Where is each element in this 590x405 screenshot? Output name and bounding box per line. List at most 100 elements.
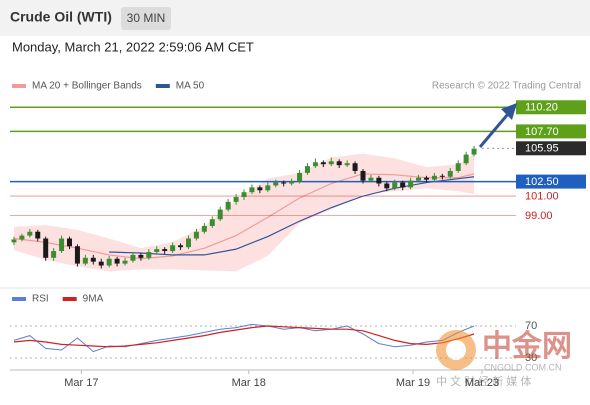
candle-body [273,182,279,186]
candle-body [185,238,191,248]
level-badge [516,141,586,156]
bollinger-band [13,153,475,272]
credit: Research © 2022 Trading Central [432,81,581,92]
candle-body [130,254,136,261]
candle-body [297,172,303,182]
candle-body [392,182,398,189]
candle-body [336,161,342,166]
candle-body [90,257,96,262]
candle-body [122,260,128,264]
legend-label: MA 50 [176,81,205,92]
candle-body [400,182,406,188]
legend-label: MA 20 + Bollinger Bands [32,81,142,92]
candle-body [233,197,239,202]
level-label: 101.00 [525,190,559,202]
candle-body [178,245,184,248]
candle-body [209,219,215,226]
candle-body [352,163,358,171]
candle-body [193,231,199,239]
candle-body [447,170,453,177]
candle-body [35,231,41,239]
level-label: 99.00 [525,210,553,222]
interval: 30 MIN [127,11,166,25]
candle-body [455,163,461,171]
candle-body [344,163,350,166]
rsi-line [13,323,475,353]
level-label: 105.95 [525,143,559,155]
candle-body [360,170,366,181]
candle-body [376,177,382,184]
candle-body [289,181,295,184]
candle-body [59,238,65,252]
watermark-tagline: 中 文 财 经 新 媒 体 [436,374,531,388]
rsi-legend-swatch [62,297,77,301]
candle-body [114,258,120,264]
candle-body [328,161,334,165]
rsi-legend-swatch [12,297,26,301]
candle-body [106,258,112,266]
candle-body [66,238,72,247]
ma50-line [109,176,475,256]
x-tick-label: Mar 19 [396,377,430,389]
ma20-line [13,173,475,260]
candle-body [51,251,57,258]
candle-body [304,166,310,173]
rsi-tick-label: 70 [525,320,537,332]
candle-body [201,225,207,232]
candle-body [225,201,231,210]
level-badge [516,174,586,189]
candle-body [408,180,414,188]
candle-body [11,239,17,243]
rsi-ma-line [13,325,475,348]
watermark: 中金网 CNGOLD.COM.CN 中 文 财 经 新 媒 体 [436,329,572,388]
candle-body [249,187,255,193]
candle-body [368,177,374,181]
candle-body [471,148,477,155]
candle-body [439,175,445,177]
legend-swatch [12,84,26,88]
candle-body [320,162,326,165]
level-label: 110.20 [525,102,558,114]
rsi-tick-label: 30 [525,352,537,364]
candle-body [19,235,25,240]
rsi-legend-label: 9MA [83,294,104,305]
x-tick-label: Mar 18 [232,377,266,389]
legend-swatch [155,84,170,88]
x-tick-label: Mar 17 [64,377,98,389]
forecast-arrow-head [501,103,517,120]
candle-body [98,261,104,266]
candle-body [154,249,160,253]
candle-body [146,252,152,258]
interval-badge [121,7,171,30]
watermark-logo-core [446,340,466,360]
candle-body [257,187,263,191]
candle-body [463,154,469,164]
candle-body [423,177,429,180]
candle-body [431,175,437,180]
candle-body [74,246,80,264]
watermark-site: CNGOLD.COM.CN [484,362,562,372]
candle-body [138,254,144,258]
candle-body [241,192,247,198]
level-label: 107.70 [525,126,559,138]
candle-body [170,245,176,252]
candle-body [384,183,390,189]
candle-body [162,249,168,252]
candle-body [281,182,287,184]
chart-title: Crude Oil (WTI) [10,9,112,25]
timestamp: Monday, March 21, 2022 2:59:06 AM CET [12,39,254,54]
header-bar [0,0,590,36]
candle-body [43,238,49,258]
rsi-legend-label: RSI [32,294,49,305]
candle-body [82,257,88,264]
candle-body [27,231,33,236]
candle-body [416,177,422,181]
forecast-arrow [478,113,510,148]
level-badge [516,124,586,139]
level-badge [516,100,586,115]
price-panel: 110.20 107.70 105.95 102.50 101.00 99.00 [10,100,586,272]
candle-body [217,209,223,220]
level-label: 102.50 [525,176,559,188]
